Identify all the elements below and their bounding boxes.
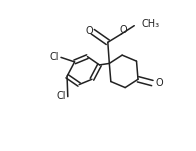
Text: Cl: Cl xyxy=(57,91,66,101)
Text: Cl: Cl xyxy=(50,52,60,62)
Text: O: O xyxy=(156,78,163,88)
Text: CH₃: CH₃ xyxy=(141,19,159,29)
Text: O: O xyxy=(85,26,93,36)
Text: O: O xyxy=(119,25,127,35)
